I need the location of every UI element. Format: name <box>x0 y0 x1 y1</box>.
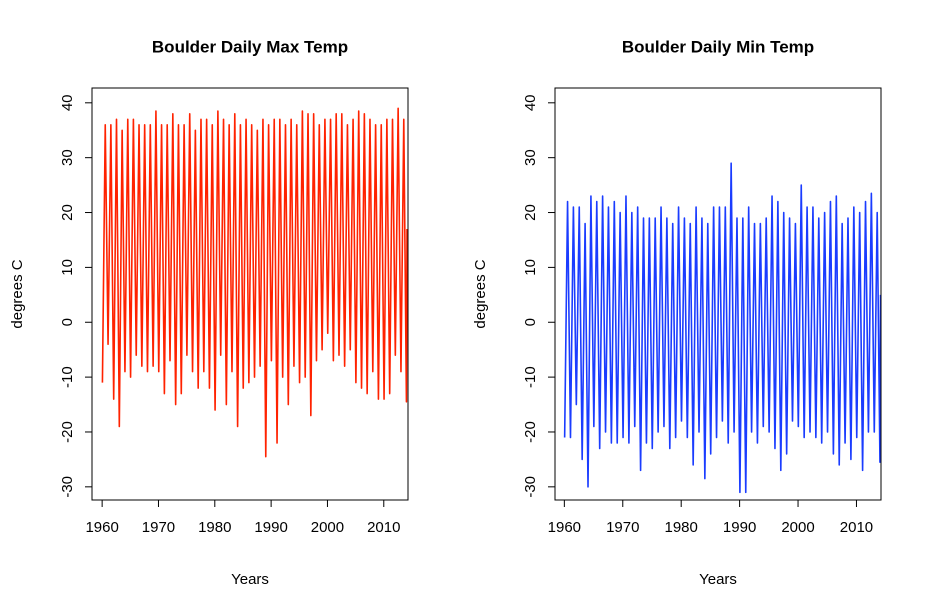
x-tick-label: 1980 <box>198 519 231 536</box>
y-tick-label: -10 <box>59 366 76 388</box>
y-tick-label: 10 <box>59 259 76 276</box>
y-tick-label: 0 <box>59 318 76 326</box>
y-tick-label: -30 <box>59 476 76 498</box>
y-tick-label: -10 <box>522 366 539 388</box>
data-line <box>101 107 408 458</box>
chart-title: Boulder Daily Max Temp <box>152 37 348 56</box>
x-tick-label: 1970 <box>606 519 639 536</box>
x-tick-label: 1980 <box>665 519 698 536</box>
x-tick-label: 1960 <box>85 519 118 536</box>
x-axis-label: Years <box>231 571 269 588</box>
x-tick-label: 2000 <box>311 519 344 536</box>
x-tick-label: 1970 <box>142 519 175 536</box>
x-tick-label: 1960 <box>548 519 581 536</box>
y-tick-label: -30 <box>522 476 539 498</box>
y-tick-label: 30 <box>522 149 539 166</box>
plot: Boulder Daily Max Temp Years degrees C 1960… <box>9 37 409 588</box>
y-tick-label: 40 <box>59 94 76 111</box>
x-tick-label: 2010 <box>840 519 873 536</box>
y-tick-label: 30 <box>59 149 76 166</box>
y-axis-label: degrees C <box>9 259 26 328</box>
x-tick-label: 1990 <box>723 519 756 536</box>
x-tick-label: 2000 <box>781 519 814 536</box>
data-line <box>563 162 881 494</box>
y-tick-label: 10 <box>522 259 539 276</box>
y-tick-label: 40 <box>522 94 539 111</box>
y-tick-label: 20 <box>59 204 76 221</box>
x-axis-label: Years <box>699 571 737 588</box>
y-tick-label: 0 <box>522 318 539 326</box>
plot-area <box>101 107 408 458</box>
plot-frame <box>554 87 882 501</box>
plot-frame <box>91 87 409 501</box>
y-axis-label: degrees C <box>472 259 489 328</box>
chart-title: Boulder Daily Min Temp <box>622 37 814 56</box>
plot-area <box>563 162 881 494</box>
y-tick-label: -20 <box>59 421 76 443</box>
x-tick-label: 2010 <box>367 519 400 536</box>
plot: Boulder Daily Min Temp Years degrees C 1960… <box>472 37 882 588</box>
y-tick-label: 20 <box>522 204 539 221</box>
x-tick-label: 1990 <box>254 519 287 536</box>
y-tick-label: -20 <box>522 421 539 443</box>
